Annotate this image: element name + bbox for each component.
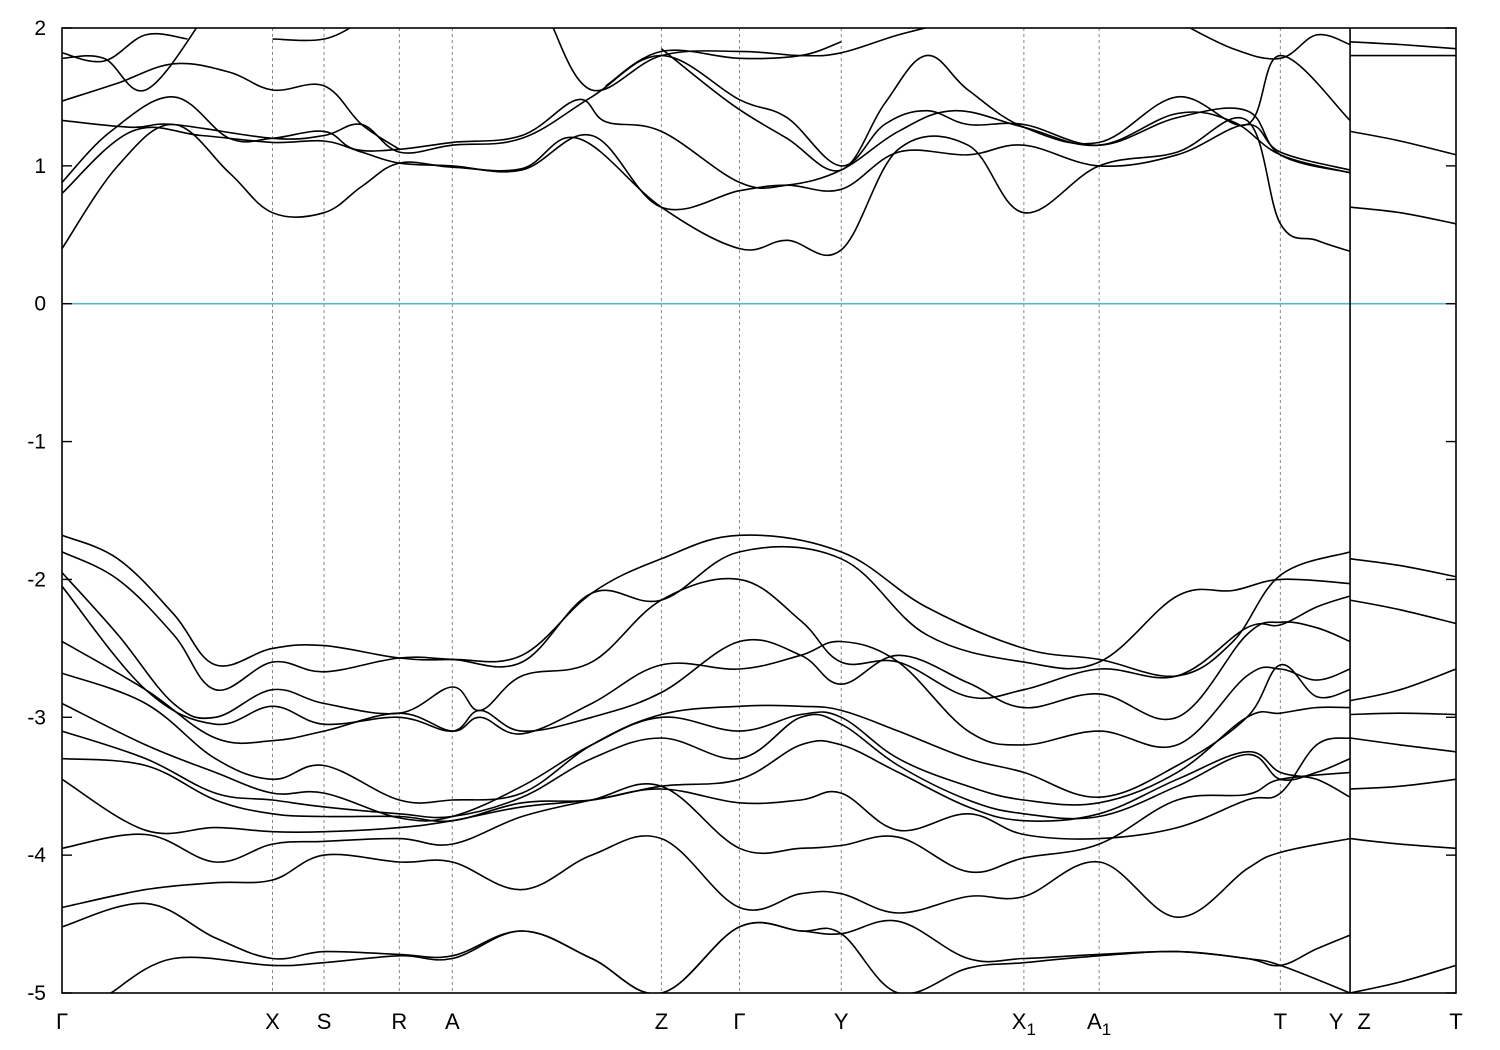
band-line <box>62 534 1351 678</box>
band-line <box>62 640 1351 749</box>
y-tick-label: -3 <box>27 706 46 729</box>
band-line <box>62 32 188 63</box>
band-line <box>62 737 1351 840</box>
y-tick-label: 2 <box>34 17 46 40</box>
y-tick-label: -1 <box>27 431 46 454</box>
band-line <box>62 62 400 150</box>
band-line <box>1350 41 1456 50</box>
band-line <box>62 835 1351 919</box>
band-line <box>62 664 1351 804</box>
band-line <box>552 28 929 92</box>
band-line <box>1350 778 1456 790</box>
band-lines <box>62 28 1456 993</box>
band-line <box>62 902 1351 993</box>
band-line <box>1349 599 1456 625</box>
band-line <box>605 41 842 87</box>
band-line <box>62 123 1351 211</box>
band-line <box>62 546 1351 691</box>
kpoint-label: X1 <box>1012 1009 1036 1039</box>
kpoint-label: T <box>1274 1009 1287 1034</box>
plot-frame <box>61 27 1457 994</box>
kpoint-subscript: 1 <box>1026 1020 1035 1039</box>
band-line <box>62 585 1351 732</box>
kpoint-gridlines <box>271 28 1281 993</box>
band-line <box>1349 668 1456 702</box>
kpoint-label: Z <box>1357 1009 1370 1034</box>
kpoint-label: S <box>317 1009 332 1034</box>
band-line <box>62 702 1351 822</box>
y-tick-label: -5 <box>27 982 46 1005</box>
kpoint-label: Y <box>1329 1009 1344 1034</box>
y-tick-label: 1 <box>34 155 46 178</box>
y-tick-label: -2 <box>27 568 46 591</box>
band-line <box>62 117 1351 257</box>
kpoint-label: Z <box>655 1009 668 1034</box>
band-line <box>1350 206 1456 225</box>
band-line <box>62 771 1351 874</box>
band-line <box>660 48 1351 172</box>
band-line <box>62 28 198 92</box>
band-line <box>62 571 1351 720</box>
kpoint-label: Y <box>834 1009 849 1034</box>
band-line <box>62 54 1351 174</box>
band-line <box>272 28 352 42</box>
band-line <box>1350 712 1456 716</box>
kpoint-label: A <box>445 1009 460 1034</box>
kpoint-label: Γ <box>56 1009 68 1034</box>
kpoint-label: T <box>1449 1009 1462 1034</box>
band-line <box>1349 964 1456 993</box>
x-axis-kpoint-labels: Γ X S R A Z Γ Y X1 A1 T Y Z T <box>56 1009 1463 1039</box>
band-line <box>1188 28 1351 60</box>
y-tick-label: 0 <box>34 293 46 316</box>
kpoint-label: R <box>391 1009 407 1034</box>
kpoint-label: X <box>265 1009 280 1034</box>
band-line <box>62 739 1351 823</box>
y-axis-ticks: -5 -4 -3 -2 -1 0 1 2 <box>27 17 1456 1005</box>
band-line <box>1349 558 1456 578</box>
kpoint-label: Γ <box>733 1009 745 1034</box>
band-line <box>1349 130 1456 156</box>
band-line <box>62 96 1351 190</box>
kpoint-subscript: 1 <box>1102 1020 1111 1039</box>
y-tick-label: -4 <box>27 844 46 867</box>
band-line <box>1349 737 1456 753</box>
kpoint-label: A1 <box>1087 1009 1111 1039</box>
band-line <box>1350 837 1456 850</box>
band-line <box>62 713 1351 820</box>
band-line <box>110 921 1351 993</box>
